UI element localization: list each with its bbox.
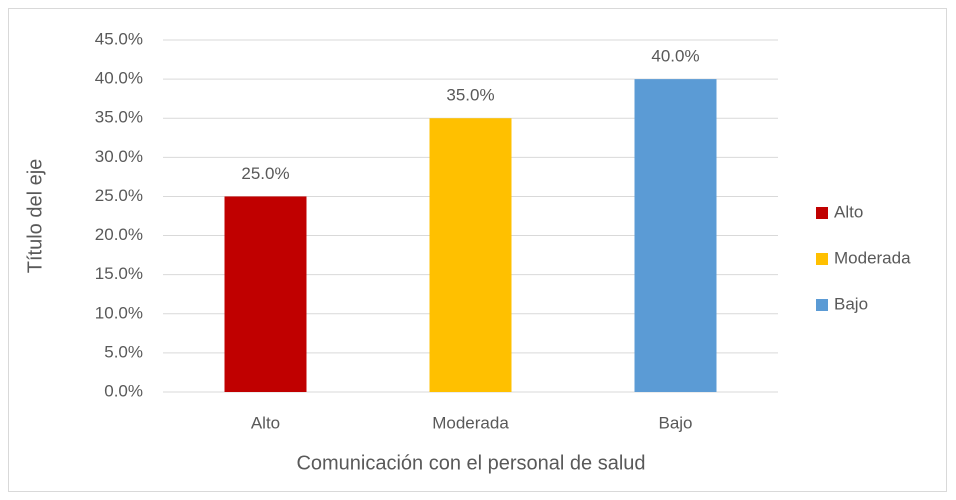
legend-swatch <box>816 299 828 311</box>
y-tick-label: 20.0% <box>95 225 143 244</box>
data-label: 25.0% <box>241 164 289 183</box>
legend-label: Moderada <box>834 248 911 267</box>
y-tick-label: 5.0% <box>104 342 143 361</box>
data-label: 35.0% <box>446 86 494 105</box>
y-tick-label: 40.0% <box>95 69 143 88</box>
y-tick-label: 0.0% <box>104 381 143 400</box>
bar <box>224 196 307 392</box>
y-tick-label: 35.0% <box>95 108 143 127</box>
x-tick-label: Moderada <box>432 413 509 432</box>
x-tick-label: Bajo <box>658 413 692 432</box>
y-tick-label: 15.0% <box>95 264 143 283</box>
y-tick-label: 10.0% <box>95 303 143 322</box>
y-tick-label: 25.0% <box>95 186 143 205</box>
y-axis-title: Título del eje <box>24 159 46 274</box>
y-tick-label: 30.0% <box>95 147 143 166</box>
legend-swatch <box>816 253 828 265</box>
bar <box>429 118 512 392</box>
legend-label: Alto <box>834 202 863 221</box>
x-tick-label: Alto <box>251 413 280 432</box>
legend-label: Bajo <box>834 294 868 313</box>
data-label: 40.0% <box>651 47 699 66</box>
x-axis-title: Comunicación con el personal de salud <box>296 452 645 474</box>
legend-swatch <box>816 207 828 219</box>
y-tick-label: 45.0% <box>95 29 143 48</box>
bar <box>634 79 717 392</box>
